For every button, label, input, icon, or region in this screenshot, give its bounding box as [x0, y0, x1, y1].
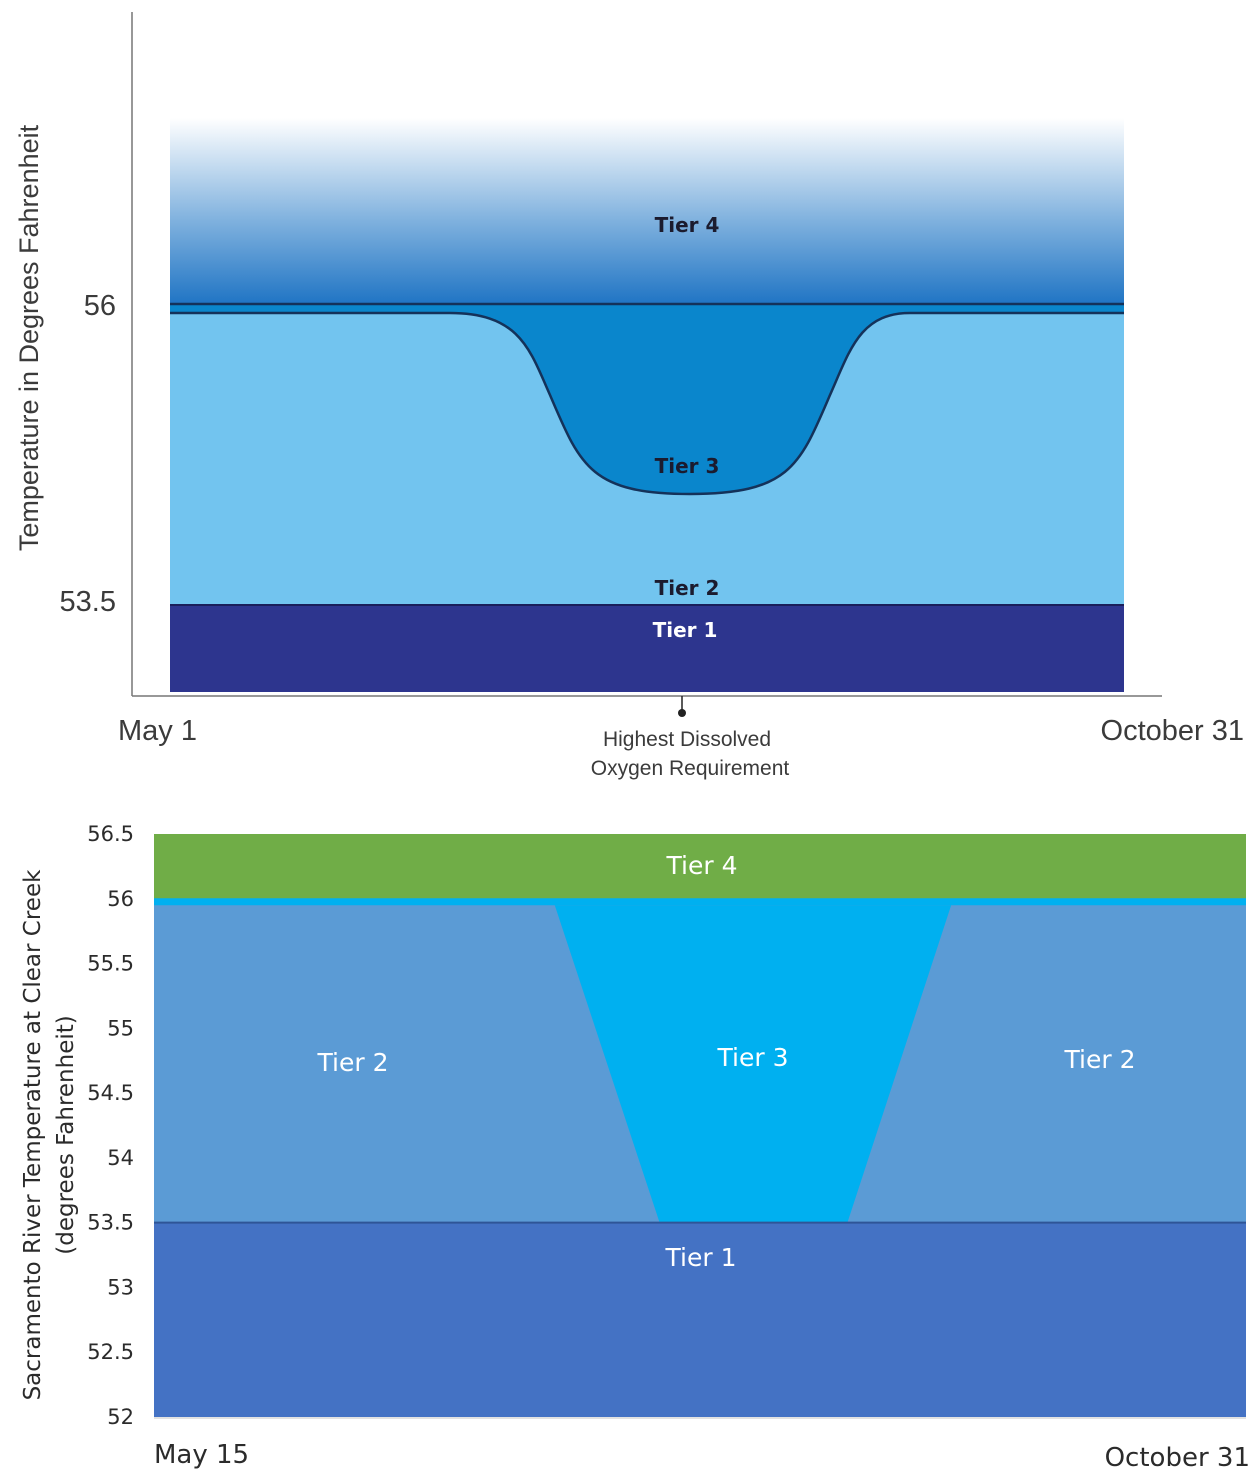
y-tick-label: 53.5	[60, 586, 116, 618]
tier3-label: Tier 3	[655, 454, 720, 478]
y-tick-label: 54	[107, 1146, 134, 1170]
y-tick-label: 55.5	[87, 952, 134, 976]
tier2-label-right: Tier 2	[1064, 1045, 1136, 1074]
y-tick-labels: 56.5 56 55.5 55 54.5 54 53.5 53 52.5 52	[87, 822, 134, 1429]
chart-1: Tier 4 Tier 3 Tier 2 Tier 1 Temperature …	[14, 12, 1244, 780]
y-tick-label: 55	[107, 1016, 134, 1040]
annotation-line2: Oxygen Requirement	[591, 757, 790, 780]
tier4-label: Tier 4	[655, 213, 720, 237]
tier1-band	[154, 1222, 1246, 1417]
tier3-area	[170, 305, 1124, 494]
y-tick-label: 52.5	[87, 1340, 134, 1364]
y-tick-label: 56	[107, 887, 134, 911]
x-tick-label: May 1	[118, 715, 197, 747]
y-tick-label: 56.5	[87, 822, 134, 846]
y-tick-label: 52	[107, 1405, 134, 1429]
tier4-label: Tier 4	[666, 851, 738, 880]
tier2-label-left: Tier 2	[317, 1048, 389, 1077]
y-axis-label-line2: (degrees Fahrenheit)	[53, 1015, 79, 1254]
y-axis-label-line1: Sacramento River Temperature at Clear Cr…	[20, 869, 46, 1401]
tier1-band	[170, 605, 1124, 692]
y-tick-label: 53.5	[87, 1211, 134, 1235]
tier3-label: Tier 3	[717, 1043, 789, 1072]
tier1-label: Tier 1	[653, 618, 718, 642]
tier2-label: Tier 2	[655, 576, 720, 600]
tier4-band	[170, 118, 1124, 305]
annotation-marker-dot	[678, 709, 686, 717]
tier4-band	[154, 834, 1246, 899]
x-tick-label: October 31	[1105, 1443, 1250, 1473]
y-tick-label: 54.5	[87, 1081, 134, 1105]
tier3-boundary-line	[170, 311, 1124, 496]
x-tick-label: October 31	[1101, 715, 1244, 747]
y-axis-label: Temperature in Degrees Fahrenheit	[14, 124, 44, 551]
tier1-label: Tier 1	[665, 1243, 737, 1272]
chart-2: 56.5 56 55.5 55 54.5 54 53.5 53 52.5 52 Tier 4 Ti…	[20, 822, 1250, 1473]
annotation-line1: Highest Dissolved	[603, 728, 771, 751]
y-tick-label: 56	[84, 290, 116, 322]
y-tick-label: 53	[107, 1275, 134, 1299]
tier3-area	[554, 905, 952, 1223]
x-tick-label: May 15	[154, 1440, 249, 1470]
